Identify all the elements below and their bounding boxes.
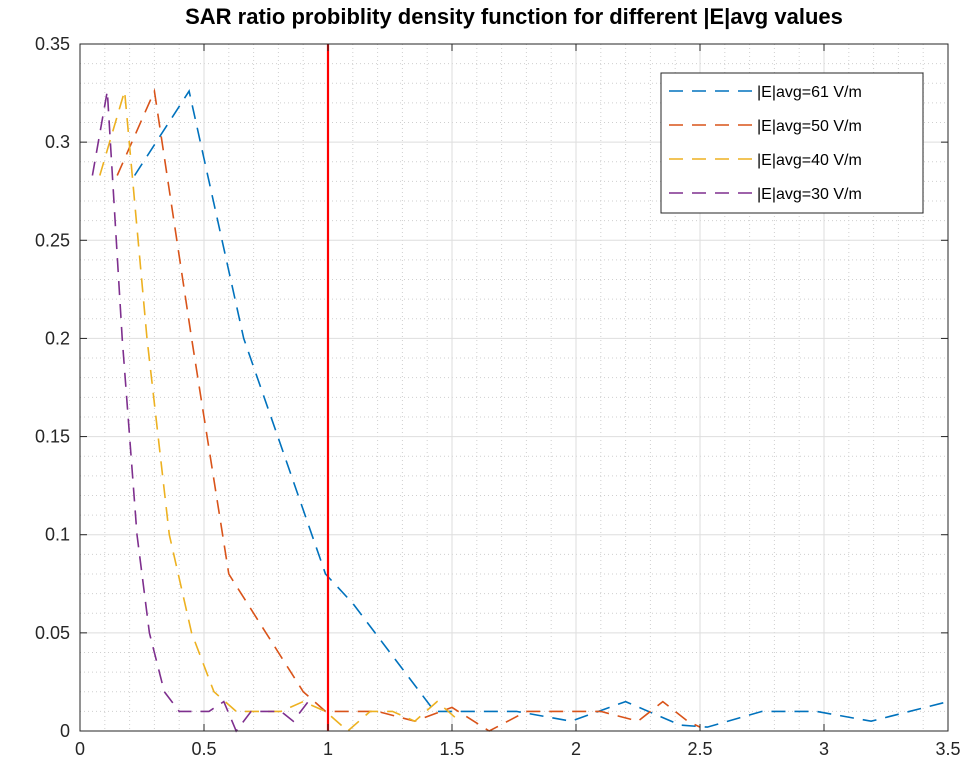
legend-label-3: |E|avg=30 V/m xyxy=(757,186,862,203)
y-tick-label: 0.2 xyxy=(45,328,70,348)
x-tick-label: 3.5 xyxy=(935,739,960,759)
y-tick-label: 0.35 xyxy=(35,34,70,54)
x-tick-label: 1 xyxy=(323,739,333,759)
y-tick-label: 0.3 xyxy=(45,132,70,152)
y-tick-label: 0.15 xyxy=(35,427,70,447)
x-tick-label: 1.5 xyxy=(439,739,464,759)
x-tick-label: 2 xyxy=(571,739,581,759)
y-tick-label: 0 xyxy=(60,721,70,741)
legend-label-1: |E|avg=50 V/m xyxy=(757,118,862,135)
axes-box xyxy=(79,43,949,732)
series-line-1 xyxy=(116,88,701,732)
legend-label-0: |E|avg=61 V/m xyxy=(757,84,862,101)
y-tick-label: 0.05 xyxy=(35,623,70,643)
tick-layer: 0 0.5 1 1.5 2 2.5 3 3.5 0 0.05 0.1 0.15 0.2 0.25 0.3 0.… xyxy=(35,34,961,759)
y-tick-label: 0.1 xyxy=(45,525,70,545)
series-line-2 xyxy=(99,90,460,733)
legend-label-2: |E|avg=40 V/m xyxy=(757,152,862,169)
series-layer xyxy=(91,88,949,733)
legend-box xyxy=(660,72,924,214)
y-tick-label: 0.25 xyxy=(35,230,70,250)
x-tick-label: 3 xyxy=(819,739,829,759)
x-tick-label: 0.5 xyxy=(191,739,216,759)
legend: |E|avg=61 V/m |E|avg=50 V/m |E|avg=40 V/m |… xyxy=(660,72,924,214)
series-line-3 xyxy=(91,90,309,733)
minor-grid xyxy=(80,44,948,731)
x-tick-label: 0 xyxy=(75,739,85,759)
chart-title: SAR ratio probiblity density function fo… xyxy=(185,4,843,29)
x-tick-label: 2.5 xyxy=(687,739,712,759)
